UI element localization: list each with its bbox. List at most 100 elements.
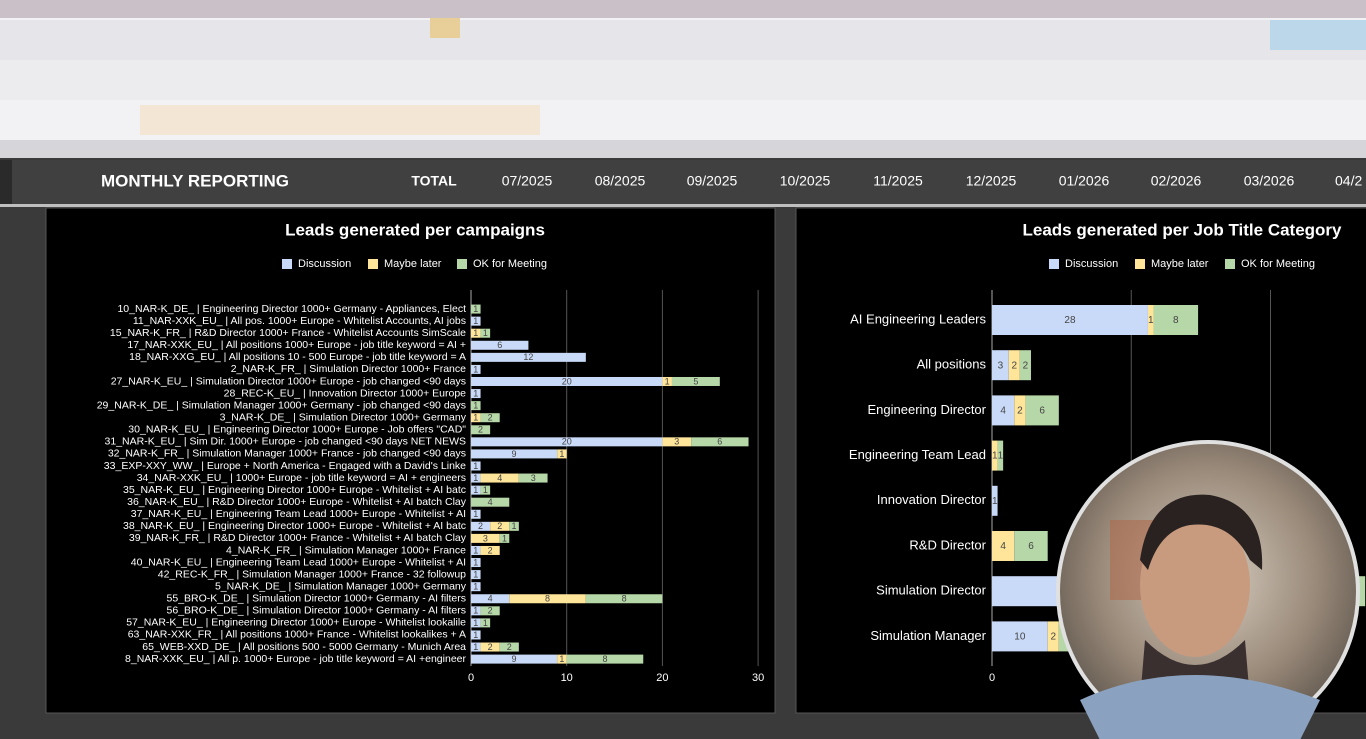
value-label: 1	[473, 557, 478, 567]
legend-swatch	[282, 259, 292, 269]
y-tick-label: 42_REC-K_FR_ | Simulation Manager 1000+ …	[158, 568, 466, 580]
y-tick-label: Simulation Manager	[870, 628, 986, 643]
y-tick-label: 38_NAR-K_EU_ | Engineering Director 1000…	[123, 520, 466, 532]
bar-segment	[471, 340, 529, 350]
y-tick-label: 31_NAR-K_EU_ | Sim Dir. 1000+ Europe - j…	[105, 436, 466, 448]
value-label: 9	[512, 654, 517, 664]
bar-segment	[557, 654, 567, 664]
bar-segment	[480, 545, 500, 555]
chart-title: Leads generated per campaigns	[285, 220, 545, 239]
bar-segment	[1153, 305, 1199, 335]
nav-column: 03/2026	[1244, 173, 1295, 189]
value-label: 2	[1011, 360, 1017, 371]
bar-segment	[471, 376, 663, 386]
bar-segment	[471, 485, 481, 495]
y-tick-label: 29_NAR-K_DE_ | Simulation Manager 1000+ …	[97, 399, 466, 411]
legend-label: Discussion	[1065, 258, 1118, 270]
value-label: 1	[512, 521, 517, 531]
panel	[45, 207, 776, 714]
legend-label: Discussion	[298, 258, 351, 270]
legend-swatch	[368, 259, 378, 269]
x-tick-label: 10	[561, 672, 573, 684]
y-tick-label: R&D Director	[909, 537, 986, 552]
bar-segment	[471, 521, 491, 531]
bar-segment	[518, 473, 548, 483]
value-label: 1	[483, 618, 488, 628]
y-tick-label: 39_NAR-K_FR_ | R&D Director 1000+ France…	[129, 532, 467, 544]
bar-segment	[471, 316, 481, 326]
value-label: 2	[507, 642, 512, 652]
value-label: 1	[483, 328, 488, 338]
value-label: 2	[1050, 632, 1056, 643]
bar-segment	[471, 545, 481, 555]
value-label: 3	[674, 437, 679, 447]
bar-segment	[662, 437, 692, 447]
bar-segment	[671, 376, 720, 386]
bar-segment	[480, 328, 491, 338]
value-label: 2	[1023, 360, 1029, 371]
y-tick-label: 34_NAR-XXK_EU_ | 1000+ Europe - job titl…	[137, 472, 466, 484]
nav-columns: TOTAL 07/2025 08/2025 09/2025 10/2025 11/2025…	[411, 173, 1362, 189]
bar-segment	[992, 621, 1048, 652]
value-label: 1	[502, 533, 507, 543]
value-label: 2	[478, 425, 483, 435]
bar-segment	[471, 401, 481, 411]
value-label: 5	[693, 376, 698, 386]
value-label: 1	[473, 582, 478, 592]
bar-segment	[471, 473, 481, 483]
bar-segment	[585, 594, 663, 604]
bar-segment	[997, 440, 1004, 471]
x-tick-label: 0	[989, 672, 995, 684]
blurred-browser	[0, 0, 1366, 160]
bar-segment	[471, 389, 481, 399]
value-label: 2	[488, 606, 493, 616]
value-label: 4	[1000, 541, 1006, 552]
value-label: 8	[1173, 315, 1179, 326]
y-tick-label: All positions	[917, 357, 987, 372]
x-tick-label: 20	[656, 672, 668, 684]
bar-segment	[490, 521, 510, 531]
bar-segment	[509, 521, 519, 531]
bar-segment	[471, 618, 481, 628]
value-label: 1	[473, 473, 478, 483]
value-label: 1	[473, 316, 478, 326]
bar-segment	[992, 485, 998, 516]
value-label: 12	[523, 352, 533, 362]
bar-segment	[499, 642, 519, 652]
bar-segment	[471, 449, 558, 459]
bar-segment	[471, 328, 481, 338]
bar-segment	[471, 654, 558, 664]
bar-segment	[992, 395, 1015, 426]
bar-segment	[471, 570, 481, 580]
bar-segment	[480, 485, 491, 495]
nav-column: 08/2025	[595, 173, 646, 189]
bar-segment	[471, 364, 481, 374]
bar-segment	[1147, 305, 1154, 335]
y-tick-label: 8_NAR-XXK_EU_ | All p. 1000+ Europe - jo…	[125, 653, 466, 665]
bar-segment	[992, 305, 1148, 335]
nav-column: 04/2	[1335, 173, 1362, 189]
value-label: 4	[488, 497, 493, 507]
value-label: 1	[559, 449, 564, 459]
bar-segment	[992, 440, 998, 471]
value-label: 8	[602, 654, 607, 664]
y-tick-label: 35_NAR-K_EU_ | Engineering Director 1000…	[123, 484, 466, 496]
y-tick-label: 10_NAR-K_DE_ | Engineering Director 1000…	[117, 303, 466, 315]
value-label: 2	[488, 545, 493, 555]
value-label: 1	[473, 388, 478, 398]
value-label: 10	[1014, 632, 1026, 643]
webcam-overlay	[1056, 440, 1360, 739]
x-tick-label: 30	[752, 672, 764, 684]
value-label: 1	[473, 606, 478, 616]
bar-segment	[471, 558, 481, 568]
value-label: 1	[473, 413, 478, 423]
value-label: 1	[473, 328, 478, 338]
y-tick-label: 17_NAR-XXK_EU_ | All positions 1000+ Eur…	[127, 339, 466, 351]
y-tick-label: 2_NAR-K_FR_ | Simulation Director 1000+ …	[231, 363, 466, 375]
bar-segment	[1008, 350, 1020, 381]
y-tick-label: 30_NAR-K_EU_ | Engineering Director 1000…	[128, 424, 466, 436]
bar-segment	[509, 594, 586, 604]
value-label: 4	[497, 473, 502, 483]
